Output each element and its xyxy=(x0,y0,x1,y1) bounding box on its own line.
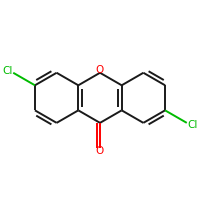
Text: Cl: Cl xyxy=(3,66,13,76)
Text: Cl: Cl xyxy=(187,120,197,130)
Text: O: O xyxy=(96,146,104,156)
Text: O: O xyxy=(96,65,104,75)
